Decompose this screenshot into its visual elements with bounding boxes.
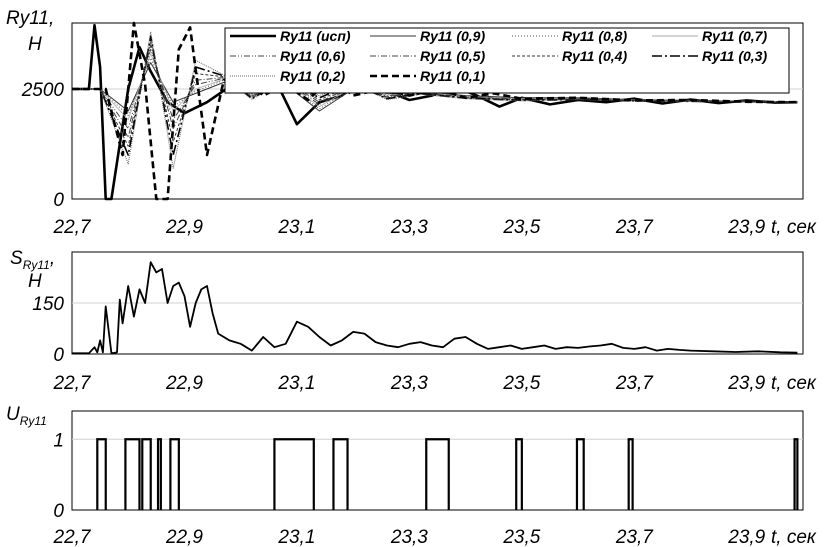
x-tick-label-ry11: 23,1 — [277, 217, 315, 238]
x-tick-label-ry11: 23,3 — [390, 217, 428, 238]
x-ticks-u-ry11: 22,7 22,9 23,1 23,3 23,5 23,7 23,9 — [53, 527, 766, 547]
x-tick-label-s-ry11: 22,9 — [165, 373, 203, 394]
x-axis-label-s-ry11: t, сек — [771, 373, 817, 394]
series-u-ry11 — [96, 438, 799, 510]
x-tick-label-u-ry11: 23,9 — [727, 527, 765, 547]
x-tick-label-u-ry11: 23,5 — [502, 527, 540, 547]
x-tick-label-u-ry11: 22,9 — [165, 527, 203, 547]
y-axis-unit-ry11: Н — [28, 34, 42, 55]
pulse-8 — [515, 438, 523, 510]
x-axis-label-ry11: t, сек — [771, 217, 817, 238]
legend-label: Ry11 (0,3) — [702, 48, 767, 64]
y-tick-label-u-ry11: 0 — [53, 501, 64, 522]
y-axis-unit-s-ry11: Н — [28, 271, 42, 292]
y-tick-label-s-ry11: 0 — [53, 345, 64, 366]
y-axis-label-u-ry11: URy11 — [6, 404, 47, 428]
y-tick-label-s-ry11: 150 — [32, 294, 64, 315]
y-tick-label-ry11: 0 — [53, 190, 64, 211]
y-ticks-ry11: 2500 0 — [21, 80, 65, 211]
legend-label: Ry11 (0,7) — [702, 28, 767, 44]
y-tick-label-u-ry11: 1 — [53, 430, 64, 451]
chart-ry11: Ry11, Н 2500 0 22,7 22,9 23,1 23,3 23,5 23,7 23… — [6, 8, 817, 238]
legend-label: Ry11 (0,6) — [280, 48, 345, 64]
legend-label: Ry11 (0,9) — [420, 28, 485, 44]
series-line-s-ry11-0 — [72, 261, 798, 355]
pulse-1 — [124, 438, 141, 510]
legend-label: Ry11 (0,4) — [562, 48, 627, 64]
x-tick-label-s-ry11: 23,1 — [277, 373, 315, 394]
x-tick-label-u-ry11: 23,1 — [277, 527, 315, 547]
x-tick-label-s-ry11: 23,7 — [615, 373, 654, 394]
pulse-0 — [96, 438, 107, 510]
y-ticks-u-ry11: 10 — [53, 430, 64, 522]
x-tick-label-ry11: 22,9 — [165, 217, 203, 238]
series-line-ry11-8 — [72, 31, 798, 169]
legend: Ry11 (исп) Ry11 (0,9) Ry11 (0,8) Ry11 (0,7)… — [224, 27, 790, 94]
x-tick-label-ry11: 23,5 — [502, 217, 540, 238]
x-tick-label-ry11: 22,7 — [53, 217, 92, 238]
x-tick-label-s-ry11: 22,7 — [53, 373, 92, 394]
pulse-5 — [273, 438, 315, 510]
legend-label: Ry11 (исп) — [280, 28, 351, 44]
x-tick-label-u-ry11: 23,7 — [615, 527, 654, 547]
pulse-3 — [156, 438, 162, 510]
y-tick-label-ry11: 2500 — [21, 80, 65, 101]
pulse-7 — [425, 438, 450, 510]
legend-label: Ry11 (0,2) — [280, 68, 345, 84]
pulse-9 — [575, 438, 585, 510]
x-tick-label-s-ry11: 23,9 — [727, 373, 765, 394]
legend-box — [224, 27, 790, 94]
x-ticks-s-ry11: 22,7 22,9 23,1 23,3 23,5 23,7 23,9 — [53, 373, 766, 394]
pulse-10 — [627, 438, 634, 510]
chart-u-ry11: URy11 10 22,7 22,9 23,1 23,3 23,5 23,7 23,9 t,… — [6, 404, 817, 547]
x-axis-label-u-ry11: t, сек — [771, 527, 817, 547]
legend-label: Ry11 (0,1) — [420, 68, 485, 84]
x-tick-label-s-ry11: 23,5 — [502, 373, 540, 394]
series-s-ry11 — [72, 261, 798, 355]
x-ticks-ry11: 22,7 22,9 23,1 23,3 23,5 23,7 23,9 — [53, 217, 766, 238]
x-tick-label-u-ry11: 23,3 — [390, 527, 428, 547]
pulse-2 — [141, 438, 152, 510]
plot-area-u-ry11 — [71, 410, 804, 511]
x-tick-label-u-ry11: 22,7 — [53, 527, 92, 547]
pulse-4 — [169, 438, 180, 510]
pulse-6 — [332, 438, 349, 510]
y-axis-label-ry11: Ry11, — [6, 8, 54, 29]
y-axis-label-s-ry11: SRy11, — [10, 248, 55, 272]
x-tick-label-s-ry11: 23,3 — [390, 373, 428, 394]
legend-label: Ry11 (0,5) — [420, 48, 485, 64]
x-tick-label-ry11: 23,7 — [615, 217, 654, 238]
x-tick-label-ry11: 23,9 — [727, 217, 765, 238]
legend-label: Ry11 (0,8) — [562, 28, 627, 44]
pulse-11 — [793, 438, 799, 510]
